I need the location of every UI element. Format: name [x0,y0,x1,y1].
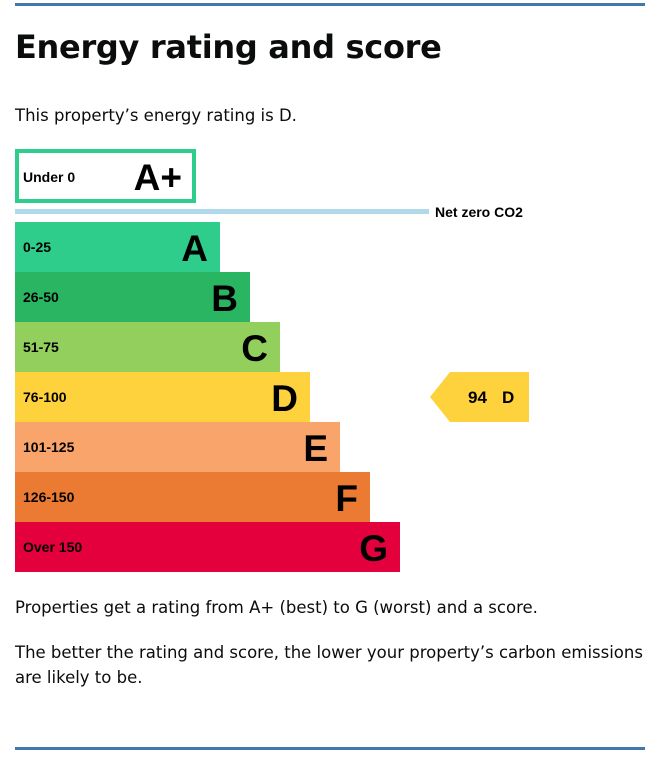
rating-intro: This property’s energy rating is D. [15,106,297,125]
band-g: Over 150 G [15,522,400,572]
band-e-bar [15,422,340,472]
band-a-bar [15,222,220,272]
band-e-letter: E [303,428,328,469]
band-f-bar [15,472,370,522]
aplus-band-range: Under 0 [23,169,75,185]
net-zero-line [15,209,429,214]
band-c-bar [15,322,280,372]
band-a-letter: A [181,228,208,269]
current-rating-letter: D [502,388,514,407]
band-b: 26-50 B [15,272,250,322]
net-zero-line-group: Net zero CO2 [15,204,523,220]
band-g-range: Over 150 [23,539,82,555]
current-rating-marker: 94 D [430,372,529,422]
carbon-explanation: The better the rating and score, the low… [15,643,643,687]
current-rating-arrow [430,372,529,422]
band-e: 101-125 E [15,422,340,472]
band-d-bar [15,372,310,422]
band-b-bar [15,272,250,322]
band-f-letter: F [335,478,358,519]
band-c-range: 51-75 [23,339,59,355]
bottom-rule [15,747,645,750]
band-d: 76-100 D [15,372,310,422]
aplus-band-letter: A+ [134,157,182,198]
band-a: 0-25 A [15,222,220,272]
band-f-range: 126-150 [23,489,75,505]
energy-rating-chart: Under 0 A+ Net zero CO2 0-25 A26-50 B51-75… [15,149,529,572]
rating-explanation: Properties get a rating from A+ (best) t… [15,598,538,617]
band-f: 126-150 F [15,472,370,522]
band-g-bar [15,522,400,572]
aplus-band-outline [15,149,196,203]
band-d-range: 76-100 [23,389,67,405]
band-g-letter: G [359,528,388,569]
net-zero-label: Net zero CO2 [435,204,523,220]
current-rating-score: 94 [468,388,487,407]
band-b-letter: B [211,278,238,319]
band-b-range: 26-50 [23,289,59,305]
band-c: 51-75 C [15,322,280,372]
band-e-range: 101-125 [23,439,75,455]
band-a-range: 0-25 [23,239,51,255]
band-d-letter: D [271,378,298,419]
aplus-band: Under 0 A+ [15,149,196,203]
top-rule [15,3,645,6]
band-c-letter: C [241,328,268,369]
rating-bands: 0-25 A 26-50 B 51-75 C 76-100 D 101-125 E 126-150 F… [15,222,400,572]
page-title: Energy rating and score [15,28,442,66]
